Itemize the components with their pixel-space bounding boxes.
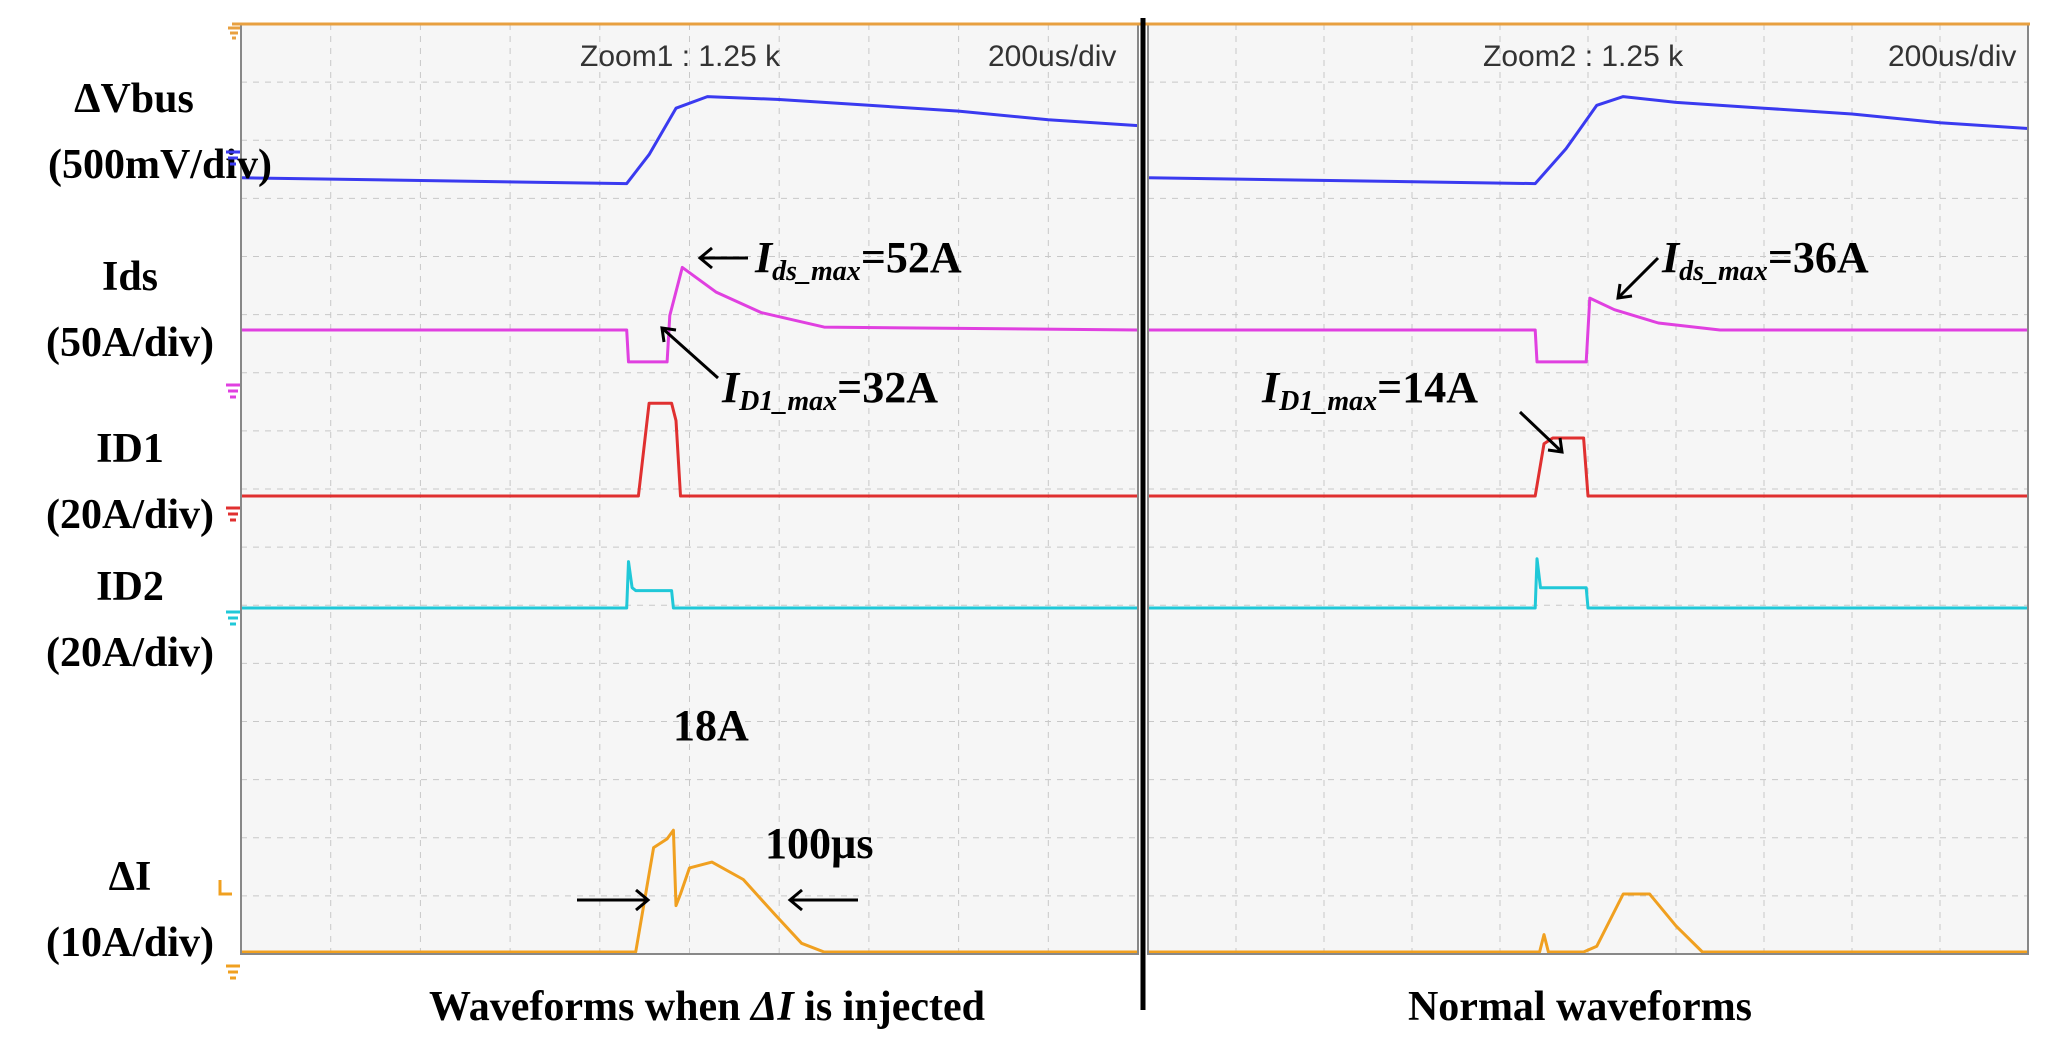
annotation-ids-max-left: Ids_max=52A (754, 233, 962, 287)
channel-scale-id1: (20A/div) (46, 492, 214, 538)
trace-id2-panel1 (241, 560, 1138, 610)
ground-marker-bottom (226, 964, 240, 980)
channel-label-di: ΔI (109, 854, 152, 900)
arrow-ids-max-right (1616, 256, 1660, 300)
trace-id1-panel1 (241, 401, 1138, 498)
ground-marker-ids (226, 383, 240, 399)
arrow-100us-start (577, 888, 651, 912)
channel-scale-ids: (50A/div) (46, 320, 214, 366)
annotation-100us: 100µs (765, 819, 873, 868)
ground-marker-id2 (226, 610, 240, 626)
annotation-id1-max-left: ID1_max=32A (721, 363, 938, 417)
trace-ids-panel1 (241, 265, 1139, 364)
arrow-id1-max-left (660, 326, 719, 380)
trace-ids-panel2 (1148, 296, 2028, 364)
channel-scale-dvbus: (500mV/div) (48, 142, 272, 188)
annotation-18a: 18A (673, 701, 749, 750)
arrow-ids-max-left (697, 246, 748, 270)
ground-marker-top (228, 26, 240, 40)
ground-marker-di (218, 880, 232, 896)
grid-lines (241, 24, 2028, 954)
annotation-id1-max-right: ID1_max=14A (1261, 363, 1478, 417)
trace-id2-panel2 (1148, 557, 2028, 610)
timebase-label-right: 200us/div (1888, 40, 2016, 73)
channel-label-dvbus: ΔVbus (74, 76, 194, 122)
trace-id1-panel2 (1148, 436, 2028, 498)
timebase-label-left: 200us/div (988, 40, 1116, 73)
trace-dvbus-panel1 (240, 95, 1139, 186)
trace-di-panel2 (1148, 892, 2028, 954)
arrow-id1-max-right (1518, 410, 1564, 454)
caption-left: Waveforms when ΔI is injected (429, 984, 985, 1030)
channel-scale-id2: (20A/div) (46, 630, 214, 676)
channel-scale-di: (10A/div) (46, 920, 214, 966)
zoom2-label: Zoom2 : 1.25 k (1483, 40, 1684, 73)
channel-label-id1: ID1 (96, 426, 164, 472)
channel-label-ids: Ids (102, 254, 158, 300)
annotation-ids-max-right: Ids_max=36A (1661, 233, 1869, 287)
zoom1-label: Zoom1 : 1.25 k (580, 40, 781, 73)
ground-markers (218, 26, 240, 980)
ground-marker-id1 (226, 506, 240, 522)
trace-di-panel1 (241, 828, 1138, 954)
waveform-traces (240, 95, 2029, 954)
channel-label-id2: ID2 (96, 564, 164, 610)
trace-dvbus-panel2 (1147, 95, 2029, 186)
arrow-100us-end (787, 888, 858, 912)
caption-right: Normal waveforms (1408, 984, 1752, 1030)
ground-marker-dvbus (226, 150, 240, 166)
